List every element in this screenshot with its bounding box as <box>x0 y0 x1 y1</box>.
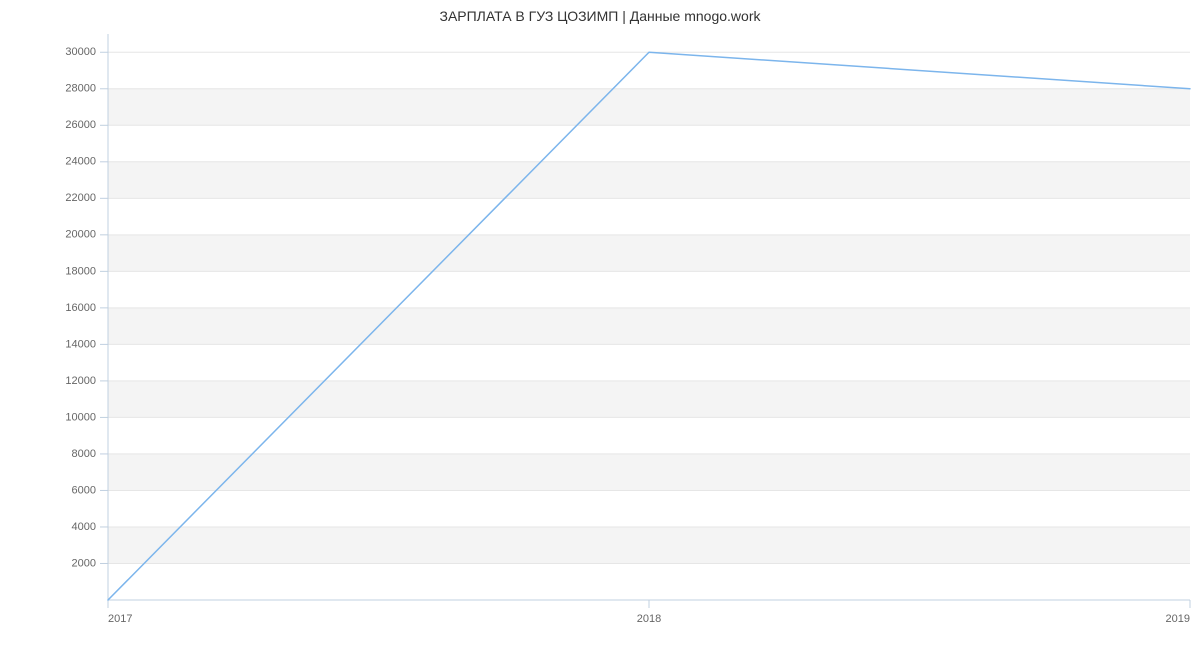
y-tick-label: 18000 <box>65 265 96 277</box>
y-tick-label: 24000 <box>65 156 96 168</box>
y-tick-label: 16000 <box>65 302 96 314</box>
y-tick-label: 30000 <box>65 46 96 58</box>
x-tick-label: 2019 <box>1166 613 1190 625</box>
y-tick-label: 10000 <box>65 411 96 423</box>
chart-container: ЗАРПЛАТА В ГУЗ ЦОЗИМП | Данные mnogo.wor… <box>0 0 1200 650</box>
x-tick-label: 2017 <box>108 613 132 625</box>
x-tick-label: 2018 <box>637 613 661 625</box>
y-tick-label: 22000 <box>65 192 96 204</box>
y-tick-label: 14000 <box>65 338 96 350</box>
y-tick-label: 28000 <box>65 83 96 95</box>
y-tick-label: 2000 <box>72 557 96 569</box>
line-chart: 2000 4000 6000 8000 10000 12000 14000 16000 1800… <box>0 0 1200 650</box>
chart-title: ЗАРПЛАТА В ГУЗ ЦОЗИМП | Данные mnogo.wor… <box>0 8 1200 24</box>
y-tick-label: 26000 <box>65 119 96 131</box>
y-tick-label: 12000 <box>65 375 96 387</box>
y-tick-label: 4000 <box>72 521 96 533</box>
y-tick-label: 6000 <box>72 484 96 496</box>
y-tick-label: 8000 <box>72 448 96 460</box>
y-tick-label: 20000 <box>65 229 96 241</box>
